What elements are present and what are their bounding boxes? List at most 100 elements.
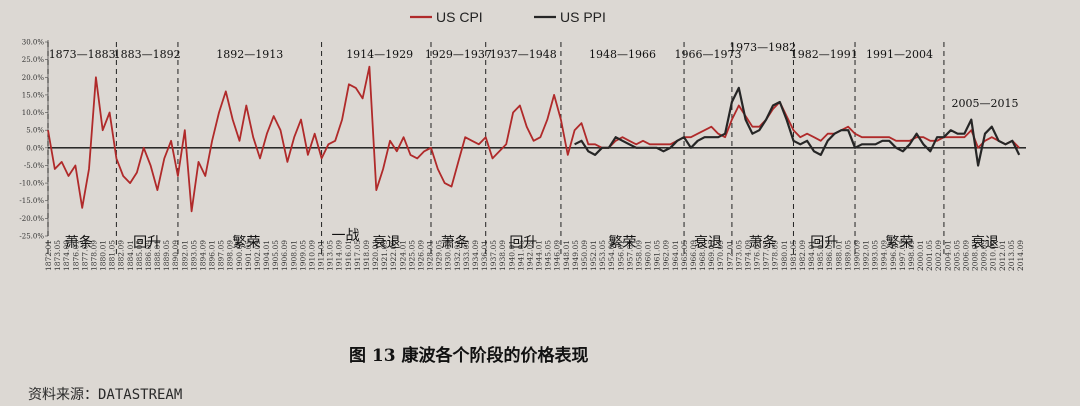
x-tick-label: 1984.01: [807, 240, 816, 271]
x-tick-label: 1946.09: [553, 240, 562, 271]
figure-caption: 图 13 康波各个阶段的价格表现: [349, 345, 589, 366]
x-tick-label: 2004.01: [943, 240, 952, 271]
x-tick-label: 1897.05: [217, 240, 226, 271]
period-label: 1892—1913: [216, 48, 283, 61]
x-tick-label: 1918.09: [362, 240, 371, 271]
period-dividers: [47, 42, 945, 258]
phase-label: 回升: [133, 235, 161, 251]
y-tick-label: -20.0%: [19, 215, 44, 223]
x-tick-label: 1960.01: [644, 240, 653, 271]
period-label: 1937—1948: [490, 48, 557, 61]
x-tick-label: 1890.09: [171, 240, 180, 271]
x-tick-label: 1965.05: [680, 240, 689, 271]
x-tick-label: 1989.05: [843, 240, 852, 271]
x-tick-label: 1874.09: [62, 240, 71, 271]
period-label: 1982—1991: [791, 48, 858, 61]
x-tick-label: 1944.01: [535, 240, 544, 271]
series-line-us-ppi: [574, 86, 1021, 167]
phase-label: 衰退: [694, 234, 722, 251]
x-tick-label: 1881.05: [108, 240, 117, 271]
y-tick-label: -10.0%: [19, 180, 44, 188]
x-tick-label: 1909.05: [298, 240, 307, 271]
y-tick-label: -15.0%: [19, 197, 44, 205]
chart-axes: 30.0% 25.0% 20.0% 15.0% 10.0% 5.0% 0.0% -5.0% -1…: [19, 39, 1026, 271]
series-line-us-cpi: [47, 65, 1020, 213]
x-tick-label: 1892.01: [180, 240, 189, 271]
x-tick-label: 1992.01: [862, 240, 871, 271]
x-tick-label: 1957.05: [625, 240, 634, 271]
x-tick-label: 2002.09: [934, 240, 943, 271]
x-tick-label: 1993.05: [871, 240, 880, 271]
y-tick-label: 30.0%: [22, 39, 45, 47]
x-tick-label: 1977.05: [762, 240, 771, 271]
x-tick-label: 1888.01: [153, 240, 162, 271]
x-tick-label: 1878.09: [89, 240, 98, 271]
period-label: 1914—1929: [346, 48, 413, 61]
y-tick-label: 15.0%: [22, 91, 45, 99]
y-tick-label: -5.0%: [24, 162, 44, 170]
x-tick-label: 2013.05: [1007, 240, 1016, 271]
x-tick-label: 1893.05: [189, 240, 198, 271]
x-tick-label: 1958.09: [634, 240, 643, 271]
x-tick-label: 2001.05: [925, 240, 934, 271]
phase-label: 衰退: [373, 234, 401, 251]
x-tick-label: 1954.09: [607, 240, 616, 271]
x-tick-label: 1961.05: [653, 240, 662, 271]
x-tick-label: 1986.09: [825, 240, 834, 271]
x-tick-label: 2005.05: [952, 240, 961, 271]
x-tick-label: 1925.05: [407, 240, 416, 271]
x-tick-label: 1922.09: [389, 240, 398, 271]
x-tick-label: 1877.05: [80, 240, 89, 271]
x-tick-label: 1901.05: [244, 240, 253, 271]
period-label: 1973—1982: [729, 41, 796, 54]
x-tick-label: 1889.05: [162, 240, 171, 271]
x-tick-label: 1969.05: [707, 240, 716, 271]
x-tick-label: 1990.09: [852, 240, 861, 271]
x-tick-label: 1882.09: [117, 240, 126, 271]
x-tick-label: 1924.01: [398, 240, 407, 271]
y-tick-label: 5.0%: [26, 127, 44, 135]
x-tick-label: 1950.09: [580, 240, 589, 271]
x-tick-label: 1968.01: [698, 240, 707, 271]
x-tick-label: 1910.09: [307, 240, 316, 271]
period-label: 1873—1883: [49, 48, 116, 61]
x-tick-label: 1938.09: [498, 240, 507, 271]
period-label: 1948—1966: [589, 48, 656, 61]
y-tick-label: 25.0%: [22, 56, 45, 64]
x-tick-label: 1894.09: [198, 240, 207, 271]
x-tick-label: 1886.09: [144, 240, 153, 271]
y-tick-label: 10.0%: [22, 109, 45, 117]
source-note: 资料来源：DATASTREAM: [28, 387, 182, 403]
x-tick-label: 1872.01: [44, 240, 53, 271]
x-tick-label: 1914.09: [335, 240, 344, 271]
x-tick-label: 1933.05: [462, 240, 471, 271]
x-tick-label: 1976.01: [753, 240, 762, 271]
x-tick-label: 1982.09: [798, 240, 807, 271]
x-tick-label: 1908.01: [289, 240, 298, 271]
x-tick-label: 1932.01: [453, 240, 462, 271]
x-tick-label: 1942.09: [525, 240, 534, 271]
x-tick-label: 1962.09: [662, 240, 671, 271]
x-tick-label: 1970.09: [716, 240, 725, 271]
x-tick-label: 1912.01: [317, 240, 326, 271]
phase-label: 一战: [332, 228, 360, 244]
x-tick-label: 1994.09: [880, 240, 889, 271]
x-tick-label: 1997.05: [898, 240, 907, 271]
x-tick-label: 1904.01: [262, 240, 271, 271]
y-tick-label: -25.0%: [19, 233, 44, 241]
x-tick-label: 1966.09: [689, 240, 698, 271]
x-tick-label: 1998.09: [907, 240, 916, 271]
x-tick-label: 1885.05: [135, 240, 144, 271]
phase-label: 繁荣: [608, 235, 636, 251]
period-label: 2005—2015: [951, 97, 1018, 110]
x-tick-label: 1928.01: [426, 240, 435, 271]
x-tick-label: 1876.01: [71, 240, 80, 271]
x-tick-label: 1873.05: [53, 240, 62, 271]
x-tick-label: 1988.01: [834, 240, 843, 271]
x-tick-label: 1945.05: [544, 240, 553, 271]
x-tick-label: 1884.01: [126, 240, 135, 271]
legend: US CPI US PPI: [410, 9, 606, 25]
x-tick-label: 1940.01: [507, 240, 516, 271]
